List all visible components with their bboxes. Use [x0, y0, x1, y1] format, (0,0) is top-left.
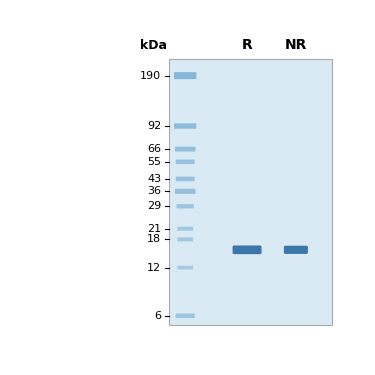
Text: kDa: kDa: [141, 39, 168, 52]
FancyBboxPatch shape: [177, 237, 193, 242]
Text: 6: 6: [154, 311, 161, 321]
Text: 55: 55: [147, 157, 161, 167]
Text: 21: 21: [147, 224, 161, 234]
Text: 190: 190: [140, 70, 161, 81]
Text: R: R: [242, 38, 252, 52]
Text: 43: 43: [147, 174, 161, 184]
Text: NR: NR: [285, 38, 307, 52]
FancyBboxPatch shape: [176, 177, 195, 181]
FancyBboxPatch shape: [176, 314, 195, 318]
FancyBboxPatch shape: [284, 246, 308, 254]
Text: 36: 36: [147, 186, 161, 196]
FancyBboxPatch shape: [169, 59, 332, 325]
FancyBboxPatch shape: [232, 246, 261, 254]
FancyBboxPatch shape: [174, 72, 196, 79]
Text: 29: 29: [147, 201, 161, 211]
Text: 18: 18: [147, 234, 161, 244]
Text: 12: 12: [147, 262, 161, 273]
FancyBboxPatch shape: [174, 123, 196, 129]
FancyBboxPatch shape: [175, 189, 195, 194]
FancyBboxPatch shape: [175, 147, 195, 152]
FancyBboxPatch shape: [177, 226, 193, 231]
Text: 92: 92: [147, 121, 161, 131]
FancyBboxPatch shape: [177, 204, 194, 209]
Text: 66: 66: [147, 144, 161, 154]
FancyBboxPatch shape: [177, 266, 193, 270]
FancyBboxPatch shape: [176, 159, 195, 164]
